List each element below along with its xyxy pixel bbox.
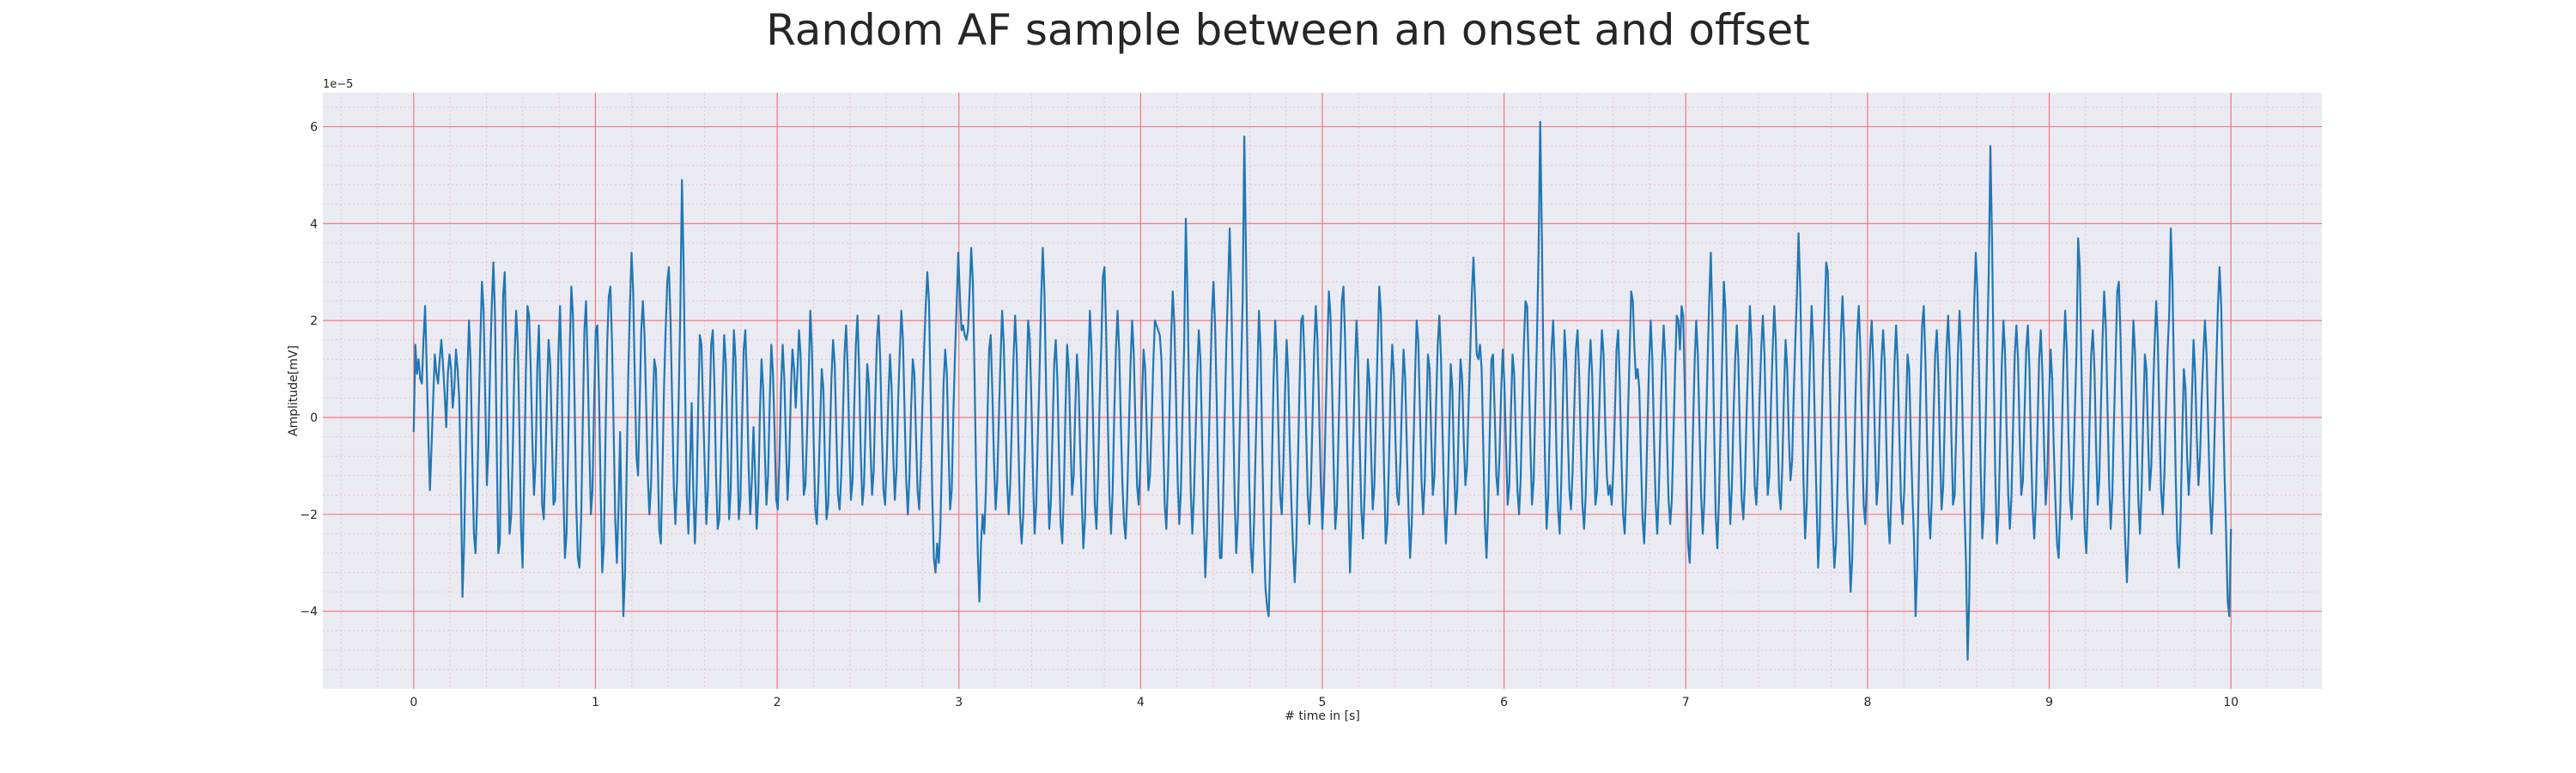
x-tick-label: 9 bbox=[2045, 696, 2053, 709]
x-axis-label: # time in [s] bbox=[1285, 709, 1360, 723]
y-tick-label: −2 bbox=[300, 508, 318, 522]
y-offset-label: 1e−5 bbox=[323, 78, 353, 91]
y-tick-label: −4 bbox=[300, 606, 318, 619]
y-tick-label: 0 bbox=[310, 411, 318, 425]
chart-title: Random AF sample between an onset and of… bbox=[766, 5, 1810, 55]
series-line bbox=[412, 120, 2233, 661]
x-tick-label: 3 bbox=[955, 696, 963, 709]
x-tick-label: 2 bbox=[774, 696, 781, 709]
x-tick-label: 6 bbox=[1500, 696, 1508, 709]
x-tick-label: 1 bbox=[592, 696, 599, 709]
y-tick-label: 4 bbox=[310, 217, 318, 231]
x-tick-label: 7 bbox=[1682, 696, 1690, 709]
x-tick-labels: 0 1 2 3 4 5 6 7 8 9 10 bbox=[410, 696, 2239, 709]
y-tick-label: 6 bbox=[310, 120, 318, 134]
y-tick-labels: −4 −2 0 2 4 6 bbox=[300, 120, 318, 618]
x-tick-label: 5 bbox=[1319, 696, 1327, 709]
x-tick-label: 4 bbox=[1137, 696, 1145, 709]
x-tick-label: 8 bbox=[1863, 696, 1871, 709]
x-tick-label: 10 bbox=[2223, 696, 2239, 709]
y-axis-label: Amplitude[mV] bbox=[287, 345, 301, 436]
x-tick-label: 0 bbox=[410, 696, 417, 709]
y-tick-label: 2 bbox=[310, 314, 318, 328]
